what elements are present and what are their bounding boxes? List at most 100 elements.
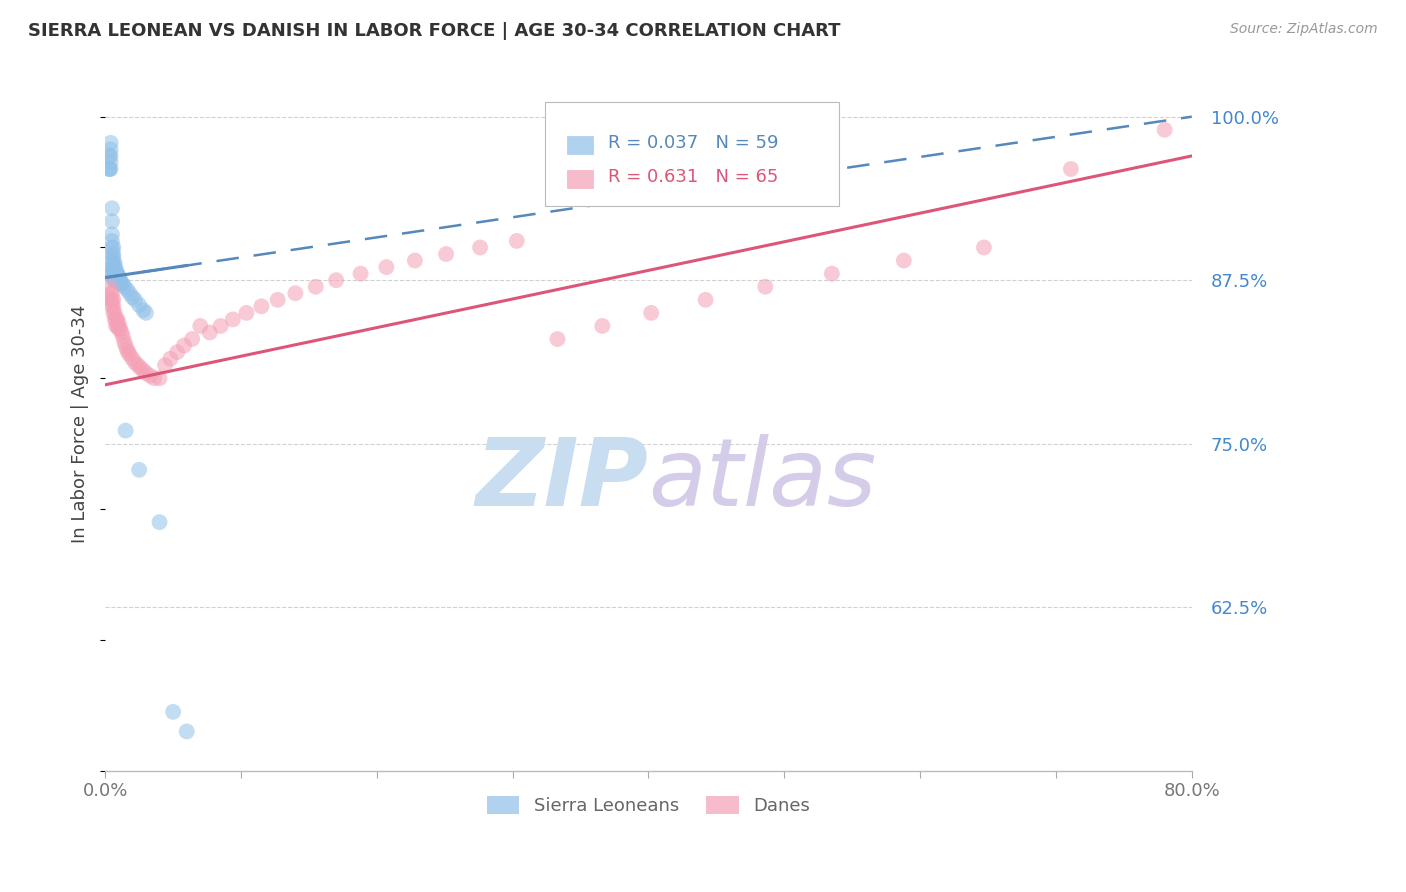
Point <box>250 299 273 313</box>
Point <box>148 371 170 385</box>
Point <box>159 351 181 366</box>
Point <box>118 286 141 301</box>
Point <box>115 343 138 357</box>
Point <box>101 247 124 261</box>
Point <box>591 318 613 333</box>
Point <box>107 312 129 326</box>
Point <box>100 293 122 307</box>
Point <box>111 277 134 292</box>
Point <box>124 355 146 369</box>
Point <box>104 306 127 320</box>
Point <box>107 272 129 286</box>
Point <box>375 260 398 274</box>
Point <box>101 214 124 228</box>
Point <box>114 424 136 438</box>
Point <box>97 267 120 281</box>
Point <box>103 256 125 270</box>
Point <box>118 348 141 362</box>
Point <box>176 724 198 739</box>
Point <box>162 705 184 719</box>
Point <box>108 321 131 335</box>
Point <box>754 279 776 293</box>
Point <box>103 260 125 274</box>
FancyBboxPatch shape <box>546 102 838 206</box>
Point <box>547 332 569 346</box>
Point <box>103 264 125 278</box>
Point <box>181 332 204 346</box>
Point <box>121 351 143 366</box>
Point <box>325 273 347 287</box>
Point <box>114 338 136 352</box>
Point <box>110 326 132 340</box>
Point <box>103 306 125 320</box>
Point <box>973 240 995 254</box>
Point <box>188 318 211 333</box>
Point <box>107 269 129 284</box>
Point <box>132 363 155 377</box>
Point <box>103 299 125 313</box>
Text: R = 0.631   N = 65: R = 0.631 N = 65 <box>609 168 779 186</box>
Point <box>1153 122 1175 136</box>
Point <box>695 293 717 307</box>
Point <box>115 282 138 296</box>
Point <box>267 293 290 307</box>
Point <box>101 293 124 307</box>
Point <box>100 155 122 169</box>
Point <box>153 358 176 372</box>
Point <box>107 318 129 333</box>
Point <box>100 136 122 150</box>
Point <box>198 326 221 340</box>
Point <box>112 334 135 349</box>
Point <box>222 312 245 326</box>
Point <box>108 277 131 292</box>
Point <box>104 262 127 277</box>
Point <box>100 149 122 163</box>
Point <box>173 338 195 352</box>
Point <box>121 290 143 304</box>
Point <box>143 371 166 385</box>
Point <box>124 293 146 307</box>
Point <box>468 240 491 254</box>
Text: ZIP: ZIP <box>475 434 648 525</box>
Point <box>127 358 149 372</box>
Point <box>108 273 131 287</box>
Point <box>104 256 127 270</box>
Point <box>128 298 150 312</box>
Point <box>100 142 122 156</box>
Point <box>105 273 128 287</box>
Text: SIERRA LEONEAN VS DANISH IN LABOR FORCE | AGE 30-34 CORRELATION CHART: SIERRA LEONEAN VS DANISH IN LABOR FORCE … <box>28 22 841 40</box>
Point <box>105 262 128 277</box>
Point <box>105 312 128 326</box>
Point <box>105 269 128 284</box>
Point <box>107 273 129 287</box>
Point <box>107 269 129 284</box>
Point <box>103 293 125 307</box>
Point <box>100 286 122 301</box>
Point <box>139 368 162 383</box>
Point <box>107 276 129 290</box>
Point <box>349 267 371 281</box>
Point <box>434 247 457 261</box>
Point <box>640 306 662 320</box>
Point <box>129 360 152 375</box>
Point <box>104 260 127 274</box>
Point <box>100 161 122 176</box>
Point <box>98 161 121 176</box>
Point <box>1060 161 1083 176</box>
Text: R = 0.037   N = 59: R = 0.037 N = 59 <box>609 134 779 152</box>
Point <box>107 316 129 330</box>
Legend: Sierra Leoneans, Danes: Sierra Leoneans, Danes <box>478 787 820 824</box>
Point <box>103 269 125 284</box>
Point <box>98 161 121 176</box>
Point <box>104 312 127 326</box>
Point <box>101 201 124 215</box>
Point <box>101 299 124 313</box>
Point <box>101 227 124 242</box>
Point <box>104 273 127 287</box>
Point <box>101 267 124 281</box>
Point <box>103 251 125 265</box>
Point <box>893 253 915 268</box>
Point <box>103 247 125 261</box>
Point <box>148 515 170 529</box>
Text: Source: ZipAtlas.com: Source: ZipAtlas.com <box>1230 22 1378 37</box>
